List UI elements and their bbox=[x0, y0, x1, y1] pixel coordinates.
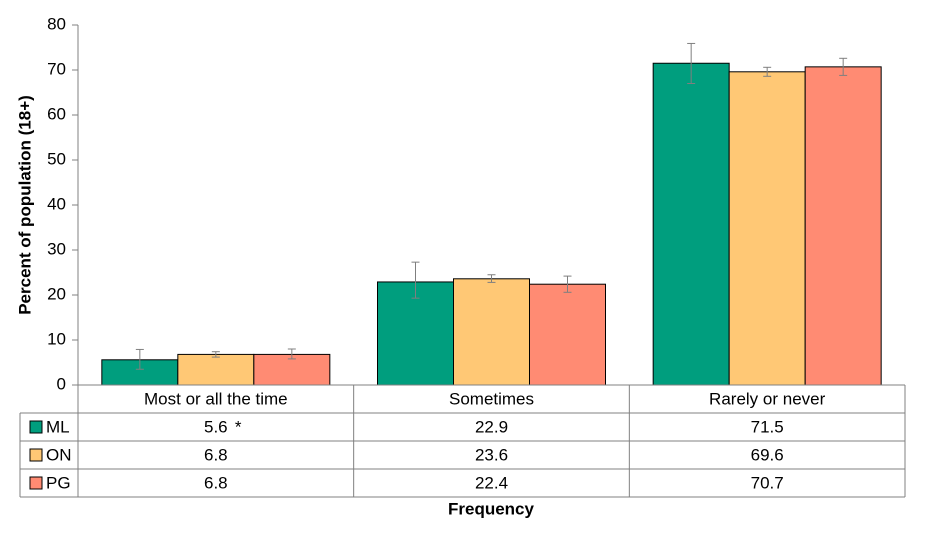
data-table: Most or all the time Sometimes Rarely or n… bbox=[19, 384, 906, 498]
legend-swatch-ml bbox=[29, 420, 43, 434]
data-label: 6.8 bbox=[204, 445, 228, 464]
bar-on-2 bbox=[728, 71, 806, 386]
y-axis-title: Percent of population (18+) bbox=[15, 95, 34, 315]
error-bars bbox=[135, 42, 848, 370]
y-tick-label: 60 bbox=[47, 104, 66, 123]
data-label: 70.7 bbox=[751, 473, 784, 492]
data-label: 69.6 bbox=[751, 445, 784, 464]
y-tick-label: 20 bbox=[47, 284, 66, 303]
data-label: 71.5 bbox=[751, 417, 784, 436]
legend-swatch-pg bbox=[29, 476, 43, 490]
bar-pg-2 bbox=[804, 66, 882, 386]
x-category-label: Sometimes bbox=[449, 389, 534, 408]
legend-label-ml: ML bbox=[46, 417, 70, 436]
x-category-label: Most or all the time bbox=[144, 389, 288, 408]
legend-label-on: ON bbox=[46, 445, 72, 464]
bar-on-1 bbox=[453, 278, 530, 386]
bars bbox=[101, 62, 882, 386]
x-axis-title: Frequency bbox=[448, 499, 535, 518]
legend-label-pg: PG bbox=[46, 473, 71, 492]
legend-swatch-on bbox=[29, 448, 43, 462]
y-tick-label: 50 bbox=[47, 149, 66, 168]
data-flag: * bbox=[235, 417, 242, 436]
bar-ml-2 bbox=[652, 62, 730, 386]
data-label: 22.4 bbox=[475, 473, 508, 492]
data-label: 22.9 bbox=[475, 417, 508, 436]
bar-pg-1 bbox=[529, 283, 606, 386]
data-label: 5.6 bbox=[204, 417, 228, 436]
y-axis: 0 10 20 30 40 50 60 70 80 bbox=[47, 14, 79, 393]
y-tick-label: 40 bbox=[47, 194, 66, 213]
y-tick-label: 80 bbox=[47, 14, 66, 33]
y-tick-label: 70 bbox=[47, 59, 66, 78]
y-tick-label: 10 bbox=[47, 329, 66, 348]
bar-on-0 bbox=[177, 353, 255, 386]
y-tick-label: 0 bbox=[57, 374, 66, 393]
x-category-label: Rarely or never bbox=[709, 389, 826, 408]
data-label: 23.6 bbox=[475, 445, 508, 464]
data-label: 6.8 bbox=[204, 473, 228, 492]
y-tick-label: 30 bbox=[47, 239, 66, 258]
